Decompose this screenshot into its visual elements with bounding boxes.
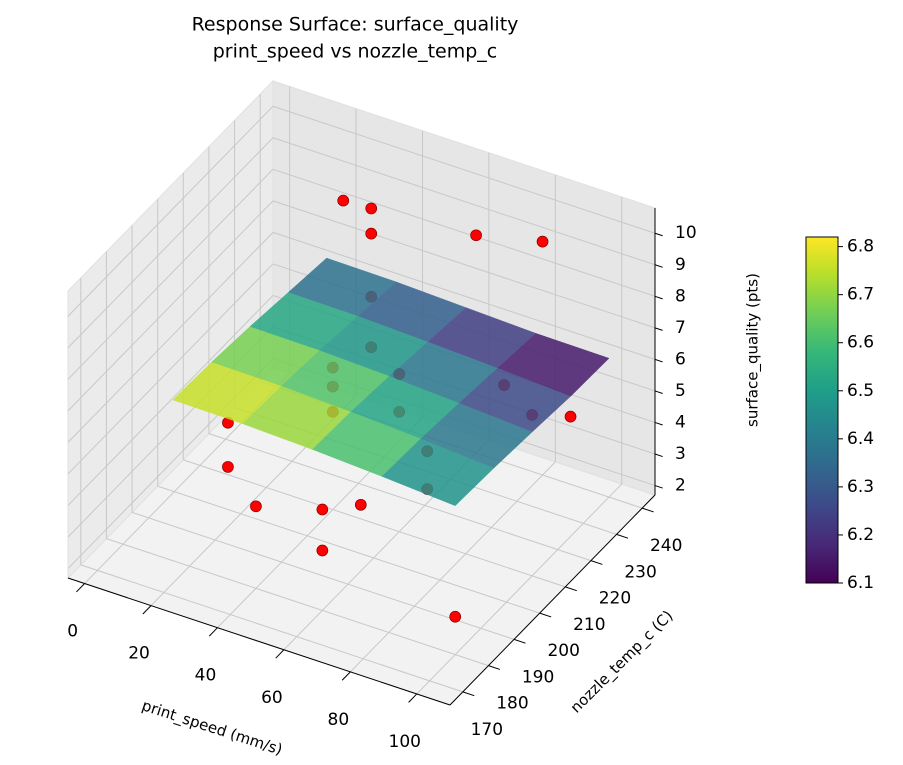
y-tick-label: 210 bbox=[573, 615, 605, 635]
y-tick bbox=[642, 507, 654, 513]
x-tick-label: 40 bbox=[195, 666, 217, 686]
x-tick-label: 20 bbox=[128, 644, 150, 664]
colorbar-tick-label: 6.6 bbox=[847, 333, 874, 353]
data-point bbox=[470, 229, 482, 242]
z-tick bbox=[654, 264, 663, 268]
grid-line bbox=[416, 483, 623, 695]
data-point bbox=[449, 610, 462, 623]
data-point bbox=[564, 410, 577, 423]
z-tick-label: 10 bbox=[675, 223, 697, 243]
surface bbox=[172, 257, 610, 506]
y-tick-label: 170 bbox=[471, 720, 503, 740]
grid-line bbox=[67, 200, 274, 412]
colorbar-tick-label: 6.3 bbox=[847, 477, 874, 497]
z-tick-label: 2 bbox=[675, 476, 686, 496]
data-point bbox=[354, 498, 367, 511]
y-tick bbox=[590, 560, 603, 565]
chart-title: Response Surface: surface_quality bbox=[192, 14, 519, 36]
colorbar bbox=[805, 236, 839, 584]
grid-line bbox=[67, 263, 274, 475]
grid-line bbox=[272, 137, 656, 266]
y-tick-label: 240 bbox=[650, 536, 682, 556]
x-tick-label: 80 bbox=[328, 710, 350, 730]
colorbar-tick-label: 6.7 bbox=[847, 285, 874, 305]
data-point bbox=[316, 503, 329, 516]
y-tick bbox=[462, 691, 475, 697]
y-tick bbox=[539, 612, 552, 618]
grid-line bbox=[272, 105, 656, 234]
x-axis-line bbox=[67, 577, 451, 706]
x-tick bbox=[408, 693, 418, 703]
colorbar-tick-label: 6.2 bbox=[847, 525, 874, 545]
data-point bbox=[337, 194, 350, 207]
y-tick bbox=[513, 638, 526, 644]
z-tick bbox=[654, 232, 663, 237]
x-tick-label: 100 bbox=[389, 732, 421, 752]
y-tick-label: 200 bbox=[547, 641, 579, 661]
grid-line bbox=[272, 200, 656, 329]
z-tick bbox=[654, 358, 663, 363]
z-tick bbox=[654, 327, 663, 331]
data-point bbox=[536, 235, 549, 248]
grid-line bbox=[80, 564, 463, 693]
grid-line bbox=[183, 459, 566, 588]
colorbar-tick-label: 6.1 bbox=[847, 573, 874, 593]
grid-line bbox=[272, 231, 656, 360]
grid-line bbox=[106, 538, 489, 667]
x-tick bbox=[208, 627, 218, 637]
z-tick bbox=[654, 453, 663, 458]
y-tick-label: 190 bbox=[522, 667, 554, 687]
z-tick bbox=[654, 390, 663, 394]
y-tick-label: 220 bbox=[599, 589, 631, 609]
z-tick-label: 9 bbox=[675, 255, 686, 275]
y-tick bbox=[565, 586, 577, 592]
data-point bbox=[316, 544, 329, 557]
x-tick-label: 60 bbox=[261, 688, 283, 708]
y-tick-label: 180 bbox=[496, 694, 528, 714]
z-tick-label: 4 bbox=[675, 412, 686, 432]
z-tick bbox=[654, 421, 663, 426]
z-tick-label: 7 bbox=[675, 318, 686, 338]
data-point bbox=[250, 500, 262, 513]
y-tick-label: 230 bbox=[624, 562, 656, 582]
y-tick bbox=[616, 533, 629, 539]
x-tick bbox=[76, 583, 85, 593]
z-axis-label: surface_quality (pts) bbox=[744, 273, 763, 427]
colorbar-tick-label: 6.5 bbox=[847, 381, 874, 401]
grid-line bbox=[67, 168, 274, 380]
x-tick-label: 0 bbox=[67, 622, 78, 642]
grid-line bbox=[67, 137, 274, 349]
z-tick-label: 6 bbox=[675, 349, 686, 369]
grid-line bbox=[67, 232, 274, 443]
z-tick bbox=[654, 485, 663, 489]
y-axis-line bbox=[449, 494, 656, 706]
grid-line bbox=[67, 295, 274, 506]
grid-line bbox=[157, 485, 540, 614]
z-tick-label: 5 bbox=[675, 381, 686, 401]
x-tick bbox=[341, 671, 351, 681]
y-tick bbox=[488, 665, 501, 670]
z-tick bbox=[654, 295, 663, 300]
surface-cell bbox=[381, 438, 495, 506]
colorbar-tick-label: 6.8 bbox=[847, 237, 874, 257]
z-tick-label: 3 bbox=[675, 444, 686, 464]
data-point bbox=[222, 461, 234, 473]
colorbar-tick-label: 6.4 bbox=[847, 429, 874, 449]
grid-line bbox=[272, 168, 656, 297]
z-tick-label: 8 bbox=[675, 286, 686, 306]
chart-subtitle: print_speed vs nozzle_temp_c bbox=[213, 41, 498, 63]
data-point bbox=[365, 227, 378, 240]
grid-line bbox=[208, 433, 592, 562]
grid-line bbox=[67, 105, 274, 317]
x-tick bbox=[142, 605, 152, 615]
x-tick bbox=[275, 649, 285, 659]
data-point bbox=[365, 202, 378, 215]
grid-line bbox=[349, 461, 556, 673]
